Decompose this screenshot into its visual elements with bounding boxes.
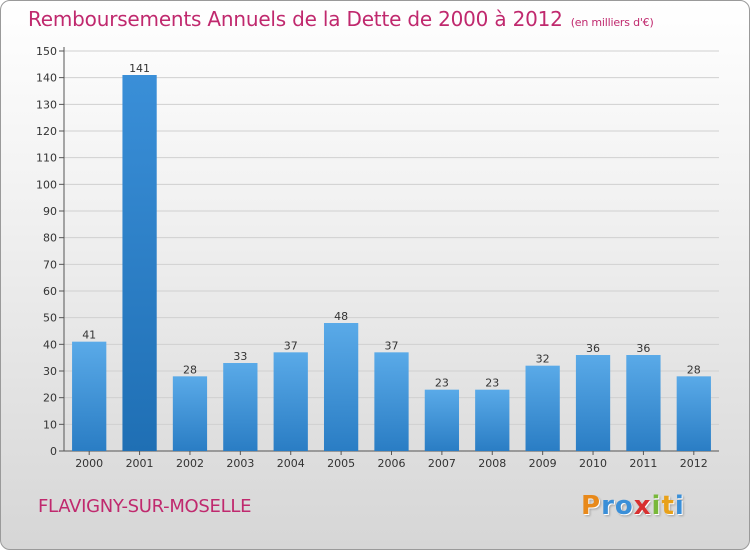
bar-2010 [575,355,611,451]
x-tick-label: 2002 [176,457,204,470]
data-label: 37 [385,339,399,352]
x-tick-label: 2011 [629,457,657,470]
y-tick-label: 120 [36,125,57,138]
y-tick-label: 130 [36,98,57,111]
logo-letter: t [661,491,675,521]
data-label: 33 [233,350,247,363]
commune-name: FLAVIGNY-SUR-MOSELLE [38,496,252,517]
bar-2000 [72,341,107,451]
bar-2004 [273,352,308,451]
data-label: 28 [687,363,701,376]
chart-subtitle: (en milliers d'€) [570,16,654,29]
x-tick-label: 2012 [680,457,708,470]
x-tick-label: 2001 [126,457,154,470]
logo-letter: r [601,491,615,521]
chart-title-text: Remboursements Annuels de la Dette de 20… [28,7,563,31]
y-tick-label: 0 [50,445,57,458]
x-tick-label: 2006 [378,457,406,470]
bar-2002 [172,376,208,451]
data-label: 141 [129,62,150,75]
labels: 41 2000 141 2001 28 2002 33 2003 37 2004 48 2005 37 2… [75,62,708,470]
y-tick-label: 100 [36,178,57,191]
x-tick-label: 2007 [428,457,456,470]
y-tick-label: 70 [43,258,57,271]
bar-2005 [323,323,359,451]
data-label: 23 [485,377,499,390]
x-tick-label: 2009 [529,457,557,470]
y-tick-label: 140 [36,72,57,85]
chart-title: Remboursements Annuels de la Dette de 20… [28,7,654,31]
data-label: 23 [435,377,449,390]
bars [72,75,711,451]
logo-letter: x [633,491,652,521]
data-label: 28 [183,363,197,376]
y-tick-label: 60 [43,285,57,298]
data-label: 36 [586,342,600,355]
bar-2006 [374,352,409,451]
y-tick-label: 30 [43,365,57,378]
data-label: 41 [82,329,96,342]
x-tick-label: 2003 [226,457,254,470]
data-label: 32 [536,353,550,366]
y-tick-label: 10 [43,418,57,431]
logo-letter: P [581,491,602,521]
bar-2011 [626,355,661,451]
proxiti-logo[interactable]: Proxiti [581,491,685,521]
logo-letter: i [674,491,685,521]
y-tick-label: 40 [43,338,57,351]
logo-letter: o [614,491,634,521]
y-tick-label: 150 [36,45,57,58]
y-tick-label: 90 [43,205,57,218]
y-tick-label: 20 [43,392,57,405]
x-tick-label: 2004 [277,457,305,470]
x-tick-label: 2005 [327,457,355,470]
x-tick-label: 2008 [478,457,506,470]
bar-2009 [525,365,560,451]
bar-2012 [676,376,711,451]
x-tick-label: 2000 [75,457,103,470]
y-tick-label: 50 [43,312,57,325]
bar-2003 [223,363,258,451]
bar-2001 [122,75,157,451]
data-label: 36 [636,342,650,355]
y-tick-label: 110 [36,152,57,165]
axes: 0 10 20 30 40 50 60 70 80 90 100 110 120 130 140 150 [36,45,719,458]
logo-letter: i [651,491,662,521]
x-tick-label: 2010 [579,457,607,470]
data-label: 48 [334,310,348,323]
data-label: 37 [284,339,298,352]
y-tick-label: 80 [43,232,57,245]
bar-2007 [424,389,460,451]
bar-2008 [475,389,510,451]
